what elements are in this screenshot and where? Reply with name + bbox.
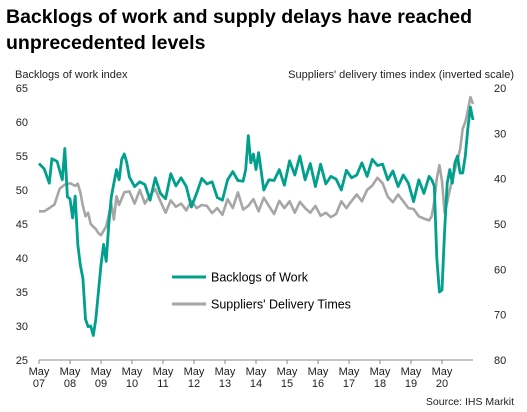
right-tick-label: 40 [494, 174, 506, 186]
left-tick-label: 50 [16, 185, 28, 197]
x-tick-year: 09 [95, 378, 107, 390]
x-tick-year: 07 [33, 378, 45, 390]
x-tick-year: 12 [188, 378, 200, 390]
x-tick-year: 19 [405, 378, 417, 390]
left-tick-label: 45 [16, 219, 28, 231]
left-tick-label: 30 [16, 321, 28, 333]
x-tick-month: May [308, 366, 329, 378]
x-tick-year: 10 [126, 378, 138, 390]
series-line-suppliers-delivery-times [39, 95, 475, 237]
chart-title: Backlogs of work and supply delays have … [6, 6, 473, 54]
right-tick-label: 30 [494, 128, 506, 140]
x-tick-month: May [215, 366, 236, 378]
x-tick-month: May [60, 366, 81, 378]
x-tick-year: 14 [250, 378, 262, 390]
x-tick-year: 18 [374, 378, 386, 390]
right-tick-label: 60 [494, 264, 506, 276]
left-axis-label: Backlogs of work index [15, 69, 128, 81]
x-tick-month: May [29, 366, 50, 378]
legend-label-backlogs: Backlogs of Work [211, 271, 309, 285]
x-tick-month: May [184, 366, 205, 378]
x-tick-month: May [401, 366, 422, 378]
x-tick-month: May [339, 366, 360, 378]
left-tick-label: 65 [16, 83, 28, 95]
x-axis-ticks: May07May08May09May10May11May12May13May14… [29, 360, 453, 390]
left-tick-label: 35 [16, 287, 28, 299]
x-tick-month: May [277, 366, 298, 378]
left-tick-label: 55 [16, 151, 28, 163]
series-line-backlogs-of-work [37, 105, 475, 337]
left-tick-label: 25 [16, 355, 28, 367]
x-tick-year: 13 [219, 378, 231, 390]
x-tick-month: May [122, 366, 143, 378]
left-tick-label: 40 [16, 253, 28, 265]
left-tick-label: 60 [16, 117, 28, 129]
x-tick-year: 17 [343, 378, 355, 390]
x-tick-year: 16 [312, 378, 324, 390]
x-tick-year: 11 [157, 378, 168, 390]
x-tick-year: 20 [436, 378, 448, 390]
x-tick-month: May [153, 366, 174, 378]
right-tick-label: 80 [494, 355, 506, 367]
legend-label-deliveries: Suppliers' Delivery Times [211, 298, 351, 312]
x-tick-year: 08 [64, 378, 76, 390]
right-tick-label: 50 [494, 219, 506, 231]
right-axis-label: Suppliers' delivery times index (inverte… [288, 69, 514, 81]
right-axis-ticks: 80 70 60 50 40 30 20 [494, 83, 506, 367]
legend: Backlogs of Work Suppliers' Delivery Tim… [172, 271, 351, 312]
x-tick-month: May [370, 366, 391, 378]
left-axis-ticks: 25 30 35 40 45 50 55 60 65 [16, 83, 28, 367]
x-tick-month: May [91, 366, 112, 378]
right-tick-label: 20 [494, 83, 506, 95]
x-tick-month: May [246, 366, 267, 378]
source-note: Source: IHS Markit [426, 396, 514, 408]
x-tick-year: 15 [281, 378, 293, 390]
right-tick-label: 70 [494, 310, 506, 322]
x-tick-month: May [432, 366, 453, 378]
